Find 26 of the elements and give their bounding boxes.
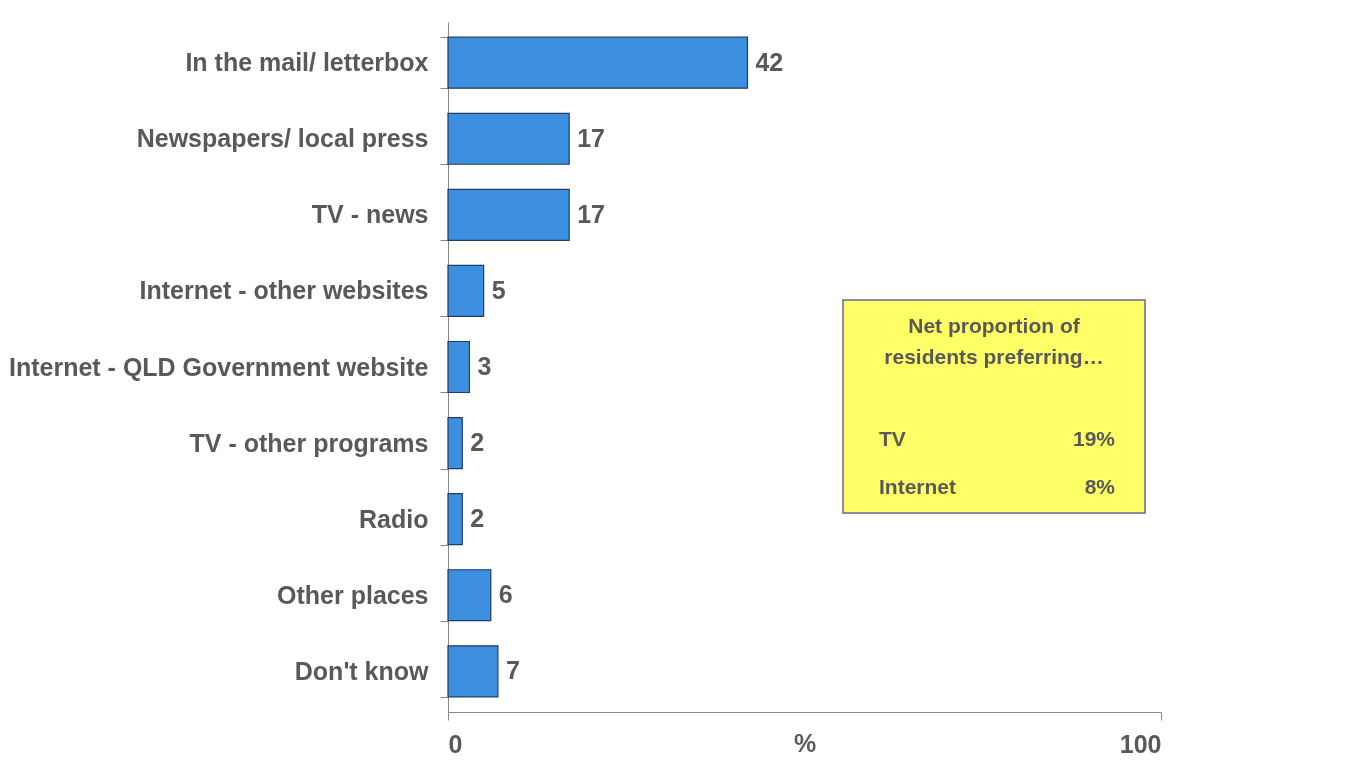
data-label: 3 xyxy=(477,352,492,380)
data-label: 6 xyxy=(498,580,513,609)
annotation: Internet xyxy=(879,475,957,498)
data-label: 2 xyxy=(470,428,485,457)
data-label: 5 xyxy=(491,275,506,304)
y-tick-label: Newspapers/ local press xyxy=(136,124,429,153)
annotation: TV xyxy=(879,427,906,450)
data-label: 17 xyxy=(577,123,606,152)
data-label: 17 xyxy=(577,199,606,228)
annotation: 8% xyxy=(1084,475,1116,498)
y-tick-label: Internet - QLD Government website xyxy=(8,352,429,381)
annotation: 19% xyxy=(1072,427,1116,450)
x-tick-label: 0 xyxy=(448,729,463,758)
annotation: Net proportion of residents preferring… xyxy=(884,314,1104,368)
data-label: 7 xyxy=(505,656,520,685)
x-tick-label: 100 xyxy=(1119,729,1162,758)
y-tick-label: TV - other programs xyxy=(189,428,429,457)
x-axis-title: % xyxy=(793,728,817,757)
y-tick-label: Don't know xyxy=(294,656,430,685)
data-label: 2 xyxy=(470,504,485,533)
y-tick-label: Internet - other websites xyxy=(139,276,429,305)
y-tick-label: In the mail/ letterbox xyxy=(185,48,429,77)
y-tick-label: Radio xyxy=(359,504,429,533)
y-tick-label: TV - news xyxy=(311,200,429,229)
y-tick-label: Other places xyxy=(277,580,429,609)
data-label: 42 xyxy=(755,47,784,76)
